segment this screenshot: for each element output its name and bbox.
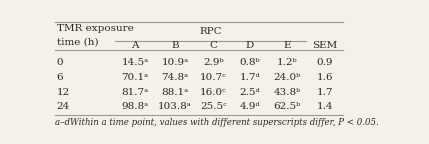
- Text: D: D: [246, 41, 254, 50]
- Text: TMR exposure: TMR exposure: [57, 24, 133, 33]
- Text: 0.9: 0.9: [316, 58, 333, 67]
- Text: 1.2ᵇ: 1.2ᵇ: [277, 58, 297, 67]
- Text: 14.5ᵃ: 14.5ᵃ: [121, 58, 149, 67]
- Text: 0.8ᵇ: 0.8ᵇ: [239, 58, 260, 67]
- Text: 1.6: 1.6: [316, 73, 333, 82]
- Text: 24.0ᵇ: 24.0ᵇ: [274, 73, 301, 82]
- Text: time (h): time (h): [57, 38, 98, 47]
- Text: 24: 24: [57, 102, 70, 111]
- Text: 12: 12: [57, 88, 70, 97]
- Text: 25.5ᶜ: 25.5ᶜ: [200, 102, 227, 111]
- Text: 6: 6: [57, 73, 63, 82]
- Text: 1.4: 1.4: [316, 102, 333, 111]
- Text: 4.9ᵈ: 4.9ᵈ: [239, 102, 260, 111]
- Text: 43.8ᵇ: 43.8ᵇ: [274, 88, 301, 97]
- Text: 1.7: 1.7: [316, 88, 333, 97]
- Text: 10.7ᶜ: 10.7ᶜ: [200, 73, 227, 82]
- Text: 2.5ᵈ: 2.5ᵈ: [239, 88, 260, 97]
- Text: E: E: [284, 41, 291, 50]
- Text: 2.9ᵇ: 2.9ᵇ: [203, 58, 224, 67]
- Text: 74.8ᵃ: 74.8ᵃ: [161, 73, 189, 82]
- Text: 88.1ᵃ: 88.1ᵃ: [161, 88, 189, 97]
- Text: 70.1ᵃ: 70.1ᵃ: [121, 73, 149, 82]
- Text: 62.5ᵇ: 62.5ᵇ: [274, 102, 301, 111]
- Text: 1.7ᵈ: 1.7ᵈ: [239, 73, 260, 82]
- Text: 16.0ᶜ: 16.0ᶜ: [200, 88, 227, 97]
- Text: RPC: RPC: [199, 27, 222, 36]
- Text: 103.8ᵃ: 103.8ᵃ: [158, 102, 192, 111]
- Text: 10.9ᵃ: 10.9ᵃ: [161, 58, 189, 67]
- Text: 81.7ᵃ: 81.7ᵃ: [121, 88, 149, 97]
- Text: a–dWithin a time point, values with different superscripts differ, P < 0.05.: a–dWithin a time point, values with diff…: [55, 118, 379, 127]
- Text: A: A: [131, 41, 139, 50]
- Text: C: C: [209, 41, 217, 50]
- Text: B: B: [171, 41, 179, 50]
- Text: SEM: SEM: [312, 41, 337, 50]
- Text: 0: 0: [57, 58, 63, 67]
- Text: 98.8ᵃ: 98.8ᵃ: [121, 102, 149, 111]
